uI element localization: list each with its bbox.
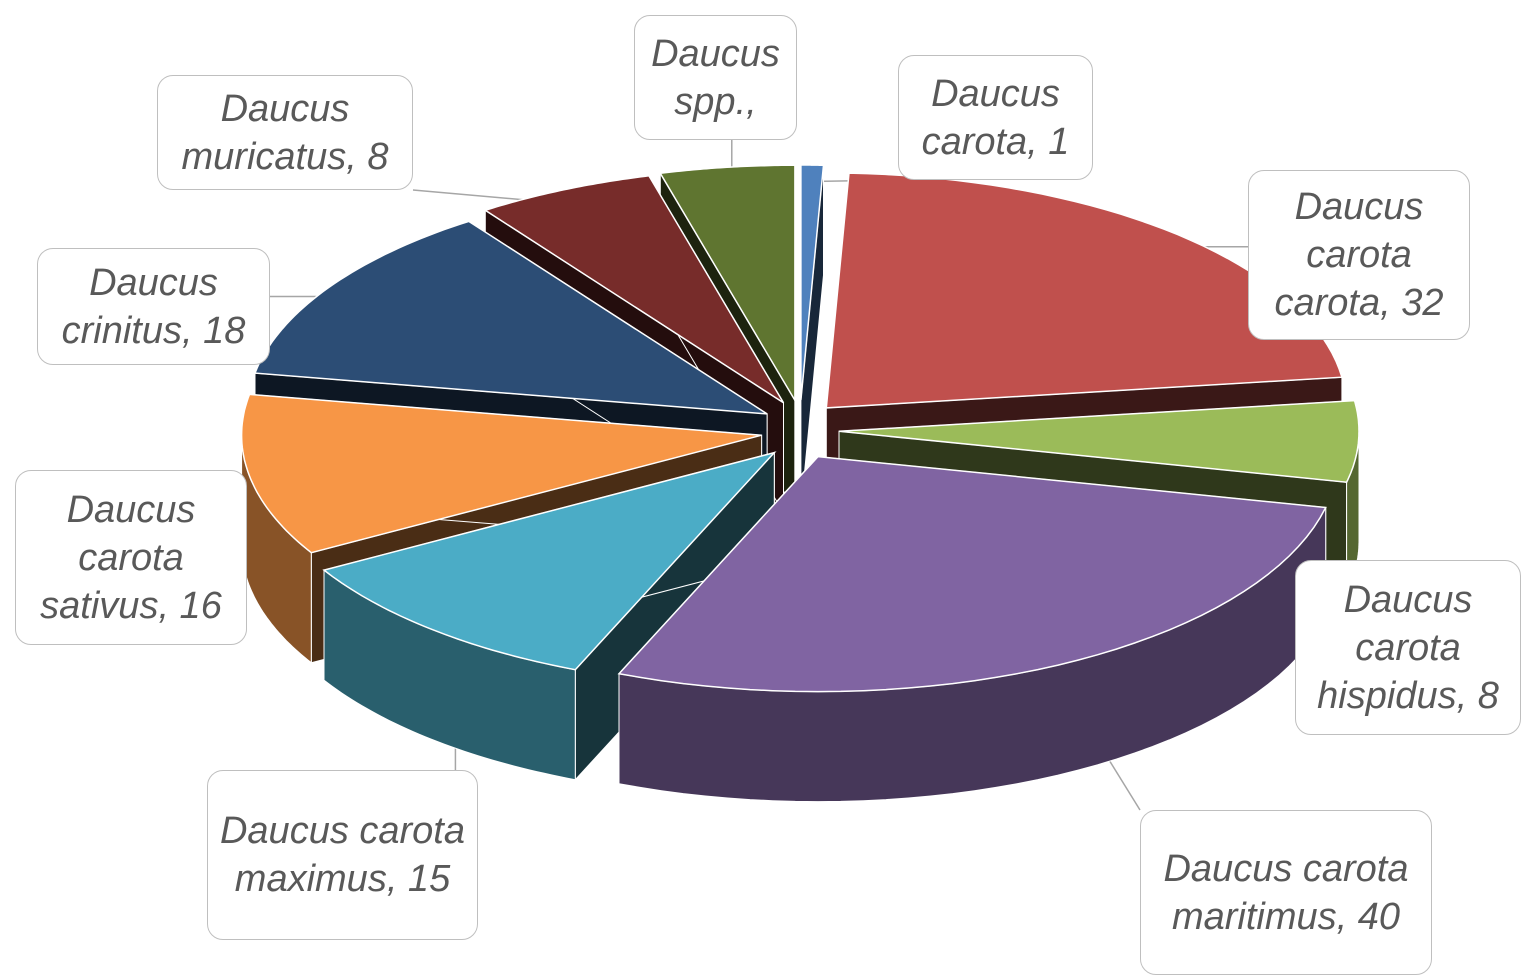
- data-label: Daucus carota maritimus, 40: [1140, 810, 1432, 975]
- data-label: Daucus carota sativus, 16: [15, 470, 247, 645]
- data-label: Daucus crinitus, 18: [37, 248, 270, 365]
- data-label: Daucus carota hispidus, 8: [1295, 560, 1521, 735]
- data-label: Daucus muricatus, 8: [157, 75, 413, 190]
- data-label: Daucus carota, 1: [898, 55, 1093, 180]
- chart: Daucus carota, 1 Daucus carota carota, 32…: [0, 0, 1521, 980]
- data-label: Daucus spp.,: [634, 15, 797, 140]
- data-label: Daucus carota maximus, 15: [207, 770, 478, 940]
- data-label: Daucus carota carota, 32: [1248, 170, 1470, 340]
